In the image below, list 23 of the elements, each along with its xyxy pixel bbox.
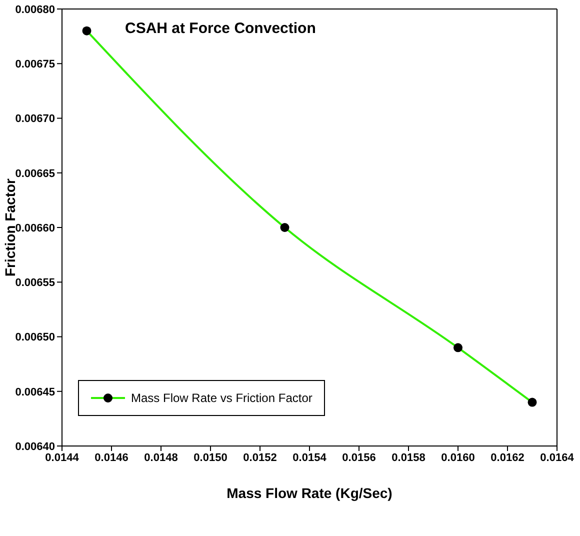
- x-tick-label: 0.0150: [194, 452, 228, 464]
- x-tick-label: 0.0152: [243, 452, 277, 464]
- y-tick-label: 0.00665: [15, 168, 55, 180]
- y-tick-label: 0.00670: [15, 113, 55, 126]
- y-tick-label: 0.00680: [15, 4, 55, 16]
- legend-label: Mass Flow Rate vs Friction Factor: [131, 391, 312, 405]
- text: CSAH at Force Convection: [125, 20, 316, 37]
- x-tick-label: 0.0148: [144, 452, 178, 464]
- y-tick-label: 0.00650: [15, 332, 55, 344]
- y-tick-label: 0.00675: [15, 58, 55, 71]
- y-tick-label: 0.00660: [15, 222, 55, 234]
- x-tick-label: 0.0144: [45, 452, 80, 464]
- x-axis-title: Mass Flow Rate (Kg/Sec): [226, 485, 392, 501]
- x-tick-label: 0.0164: [540, 452, 575, 464]
- y-tick-label: 0.00655: [15, 277, 55, 290]
- x-tick-label: 0.0160: [441, 452, 475, 464]
- x-tick-label: 0.0158: [392, 452, 426, 464]
- x-tick-label: 0.0146: [94, 452, 128, 464]
- x-tick-label: 0.0154: [292, 452, 328, 464]
- x-tick-label: 0.0162: [490, 452, 524, 464]
- y-tick-label: 0.00640: [15, 440, 55, 453]
- y-tick-label: 0.00645: [15, 386, 55, 398]
- x-tick-label: 0.0156: [342, 452, 376, 464]
